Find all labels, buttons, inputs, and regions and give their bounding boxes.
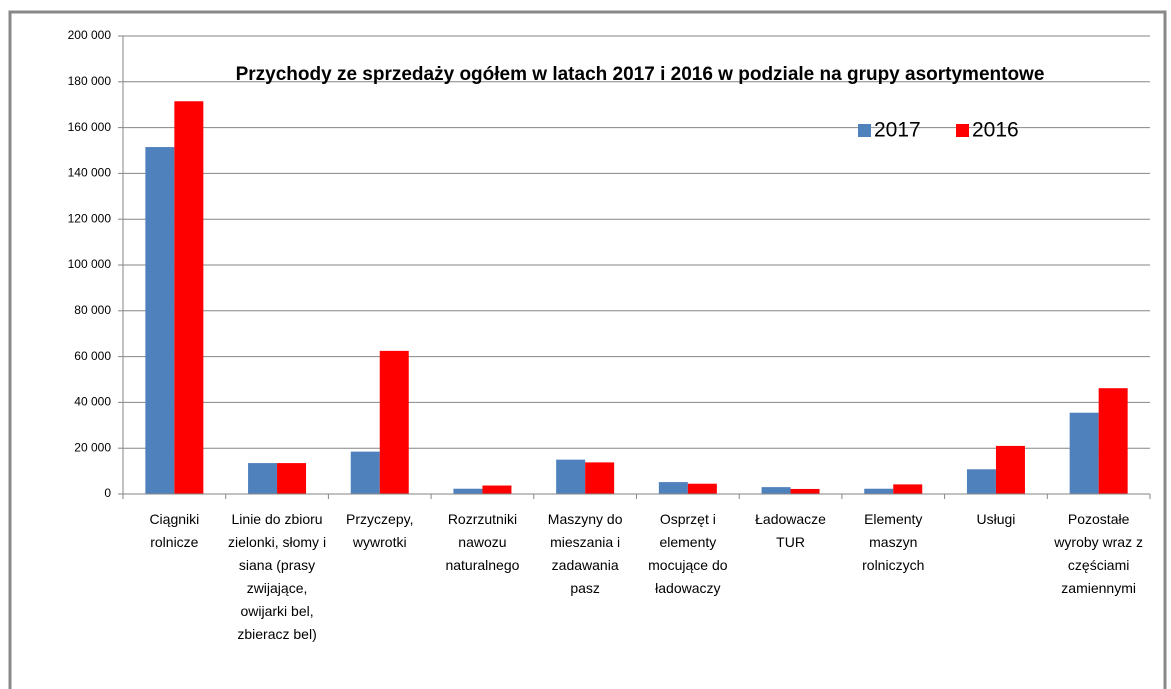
bar <box>790 488 820 494</box>
x-tick-label: Osprzęt i elementy mocujące do ładowaczy <box>648 511 728 596</box>
y-tick-label: 200 000 <box>68 28 112 42</box>
legend-swatch <box>956 124 969 137</box>
bar <box>995 445 1025 494</box>
bar <box>893 484 923 494</box>
y-tick-label: 20 000 <box>74 440 111 454</box>
bar <box>453 488 483 494</box>
bar <box>1069 412 1099 494</box>
x-tick-label: Usługi <box>976 511 1016 527</box>
legend-swatch <box>858 124 871 137</box>
bar <box>761 487 791 494</box>
y-tick-label: 100 000 <box>68 257 112 271</box>
bar <box>556 459 586 494</box>
y-tick-label: 180 000 <box>68 74 112 88</box>
y-tick-label: 60 000 <box>74 349 111 363</box>
bar <box>658 482 688 494</box>
bar <box>379 350 409 494</box>
legend-label: 2017 <box>874 119 921 142</box>
y-tick-label: 160 000 <box>68 120 112 134</box>
x-tick-label: Rozrzutniki nawozu naturalnego <box>445 511 520 573</box>
bar <box>1098 388 1128 494</box>
x-tick-label: Ładowacze TUR <box>755 511 826 550</box>
chart-title: Przychody ze sprzedaży ogółem w latach 2… <box>235 64 1045 85</box>
bar <box>248 463 278 494</box>
x-tick-label: Maszyny do mieszania i zadawania pasz <box>547 511 623 596</box>
y-tick-label: 40 000 <box>74 395 111 409</box>
x-tick-label: Elementy maszyn rolniczych <box>862 511 925 573</box>
legend-label: 2016 <box>972 119 1019 142</box>
bar <box>482 485 512 494</box>
bar <box>966 469 996 494</box>
bar <box>864 488 894 494</box>
y-tick-label: 120 000 <box>68 211 112 225</box>
frame <box>8 10 1167 689</box>
x-tick-label: Pozostałe wyroby wraz z częściami zamien… <box>1054 511 1143 596</box>
x-tick-label: Linie do zbioru zielonki, słomy i siana … <box>228 511 327 642</box>
y-tick-label: 0 <box>104 486 111 500</box>
bar <box>174 101 204 494</box>
y-tick-label: 140 000 <box>68 166 112 180</box>
y-tick-label: 80 000 <box>74 303 111 317</box>
bar <box>277 463 307 494</box>
bar <box>145 147 175 494</box>
bar <box>585 462 615 494</box>
bar <box>687 483 717 494</box>
bar <box>350 451 380 494</box>
x-tick-label: Ciągniki rolnicze <box>149 511 200 550</box>
x-tick-label: Przyczepy, wywrotki <box>346 511 414 550</box>
